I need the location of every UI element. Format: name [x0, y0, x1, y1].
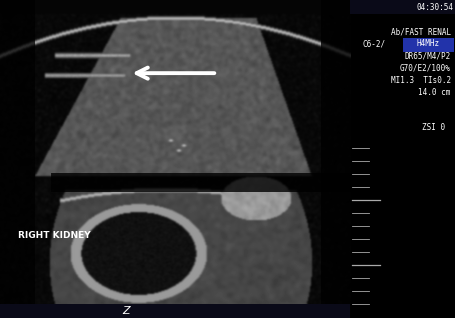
Bar	[402, 38, 453, 52]
Text: DR65/M4/P2: DR65/M4/P2	[404, 52, 450, 60]
Text: RIGHT KIDNEY: RIGHT KIDNEY	[17, 231, 90, 240]
Text: Z: Z	[122, 306, 130, 316]
Text: MI1.3  TIs0.2: MI1.3 TIs0.2	[390, 76, 450, 85]
Text: G70/E2/100%: G70/E2/100%	[399, 64, 450, 73]
Text: C6-2/: C6-2/	[362, 39, 385, 48]
Bar	[349, 0, 455, 14]
Text: Ab/FAST RENAL: Ab/FAST RENAL	[390, 27, 450, 36]
Text: 14.0 cm: 14.0 cm	[417, 88, 450, 97]
Text: ZSI 0: ZSI 0	[421, 123, 445, 132]
Bar	[0, 304, 349, 318]
Text: 04:30:54: 04:30:54	[416, 3, 453, 12]
Text: H4MHz: H4MHz	[416, 39, 439, 48]
